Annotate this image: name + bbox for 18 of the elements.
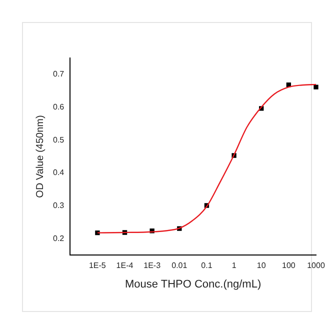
y-axis-title: OD Value (450nm)	[34, 115, 46, 198]
x-tick-label: 0.1	[201, 261, 213, 270]
y-tick-label: 0.5	[52, 135, 65, 144]
x-tick-label: 100	[282, 261, 296, 270]
y-tick-label: 0.4	[52, 168, 65, 178]
x-tick-label: 1E-5	[88, 261, 106, 270]
y-tick-label: 0.6	[52, 102, 65, 112]
x-tick-label: 1E-4	[116, 261, 134, 270]
x-tick-label: 1000	[307, 261, 326, 270]
y-tick-label: 0.2	[52, 234, 65, 243]
x-axis-title: Mouse THPO Conc.(ng/mL)	[125, 278, 262, 290]
point	[314, 84, 318, 90]
y-tick-label: 0.3	[52, 201, 65, 210]
x-tick-label: 0.01	[172, 261, 188, 270]
x-tick-label: 10	[256, 261, 266, 270]
y-tick-label: 0.7	[52, 69, 65, 78]
x-tick-label: 1	[232, 261, 237, 270]
x-tick-label: 1E-3	[144, 261, 162, 270]
